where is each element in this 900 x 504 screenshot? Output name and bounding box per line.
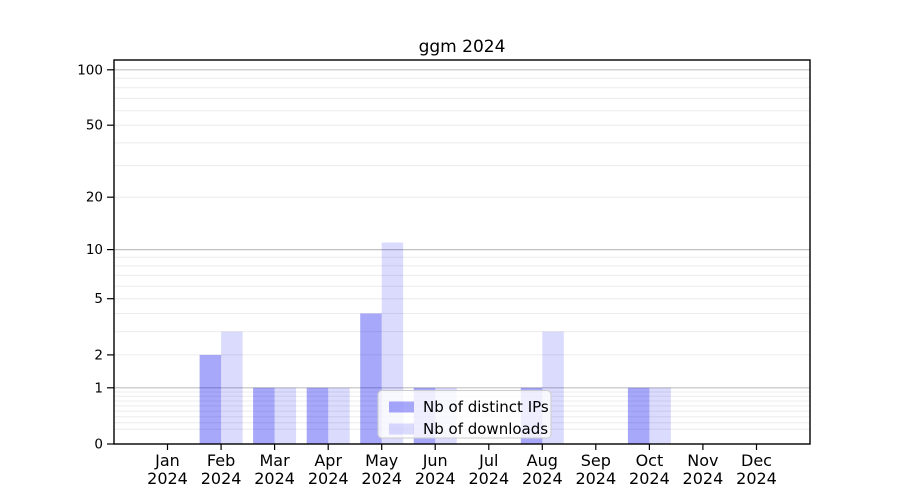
y-tick-label: 1: [94, 380, 103, 396]
x-tick-label-year: 2024: [147, 469, 188, 488]
x-tick-label-year: 2024: [361, 469, 402, 488]
y-tick-label: 20: [86, 190, 103, 206]
x-tick-label-month: Feb: [207, 451, 235, 470]
bar-distinct-ips-feb: [199, 354, 222, 444]
x-tick-label-year: 2024: [683, 469, 724, 488]
bar-distinct-ips-apr: [306, 387, 329, 444]
legend-swatch-downloads: [389, 423, 414, 435]
x-tick-label-year: 2024: [736, 469, 777, 488]
bar-downloads-oct: [649, 387, 671, 444]
x-tick-label-year: 2024: [575, 469, 616, 488]
x-tick-label-month: Apr: [314, 451, 342, 470]
x-tick-label-month: Oct: [636, 451, 664, 470]
bar-downloads-feb: [221, 331, 243, 444]
bar-downloads-mar: [274, 387, 297, 444]
x-tick-label-month: Sep: [581, 451, 611, 470]
x-tick-label-year: 2024: [629, 469, 670, 488]
x-tick-label-month: Jan: [154, 451, 180, 470]
y-tick-label: 5: [94, 291, 103, 307]
x-tick-label-year: 2024: [522, 469, 563, 488]
x-tick-label-month: Jun: [422, 451, 448, 470]
y-tick-label: 2: [94, 347, 103, 363]
x-tick-label-month: Dec: [741, 451, 772, 470]
x-tick-label-month: Jul: [478, 451, 498, 470]
gridlines-layer: [114, 69, 810, 430]
x-tick-label-month: May: [365, 451, 398, 470]
chart-title: ggm 2024: [419, 37, 506, 57]
x-tick-label-year: 2024: [254, 469, 295, 488]
legend: Nb of distinct IPs Nb of downloads: [377, 390, 552, 439]
y-tick-label: 50: [86, 118, 103, 134]
x-tick-label-year: 2024: [201, 469, 242, 488]
x-tick-label-month: Mar: [260, 451, 291, 470]
x-tick-label-year: 2024: [308, 469, 349, 488]
y-tick-label: 10: [86, 242, 103, 258]
x-tick-label-year: 2024: [415, 469, 456, 488]
x-tick-label-month: Nov: [687, 451, 718, 470]
legend-label-downloads: Nb of downloads: [423, 420, 548, 438]
plot-frame: [113, 59, 811, 445]
legend-label-distinct-ips: Nb of distinct IPs: [423, 398, 549, 416]
axes-layer: 0125102050100Jan2024Feb2024Mar2024Apr202…: [77, 62, 777, 488]
y-tick-label: 0: [94, 437, 103, 453]
x-tick-label-year: 2024: [468, 469, 509, 488]
legend-swatch-distinct-ips: [389, 401, 414, 413]
bar-distinct-ips-oct: [627, 387, 650, 444]
y-tick-label: 100: [77, 62, 103, 78]
bar-distinct-ips-mar: [253, 387, 275, 444]
bar-distinct-ips-may: [360, 313, 382, 444]
x-tick-label-month: Aug: [527, 451, 558, 470]
bar-downloads-apr: [328, 387, 350, 444]
legend-box: [377, 390, 552, 439]
